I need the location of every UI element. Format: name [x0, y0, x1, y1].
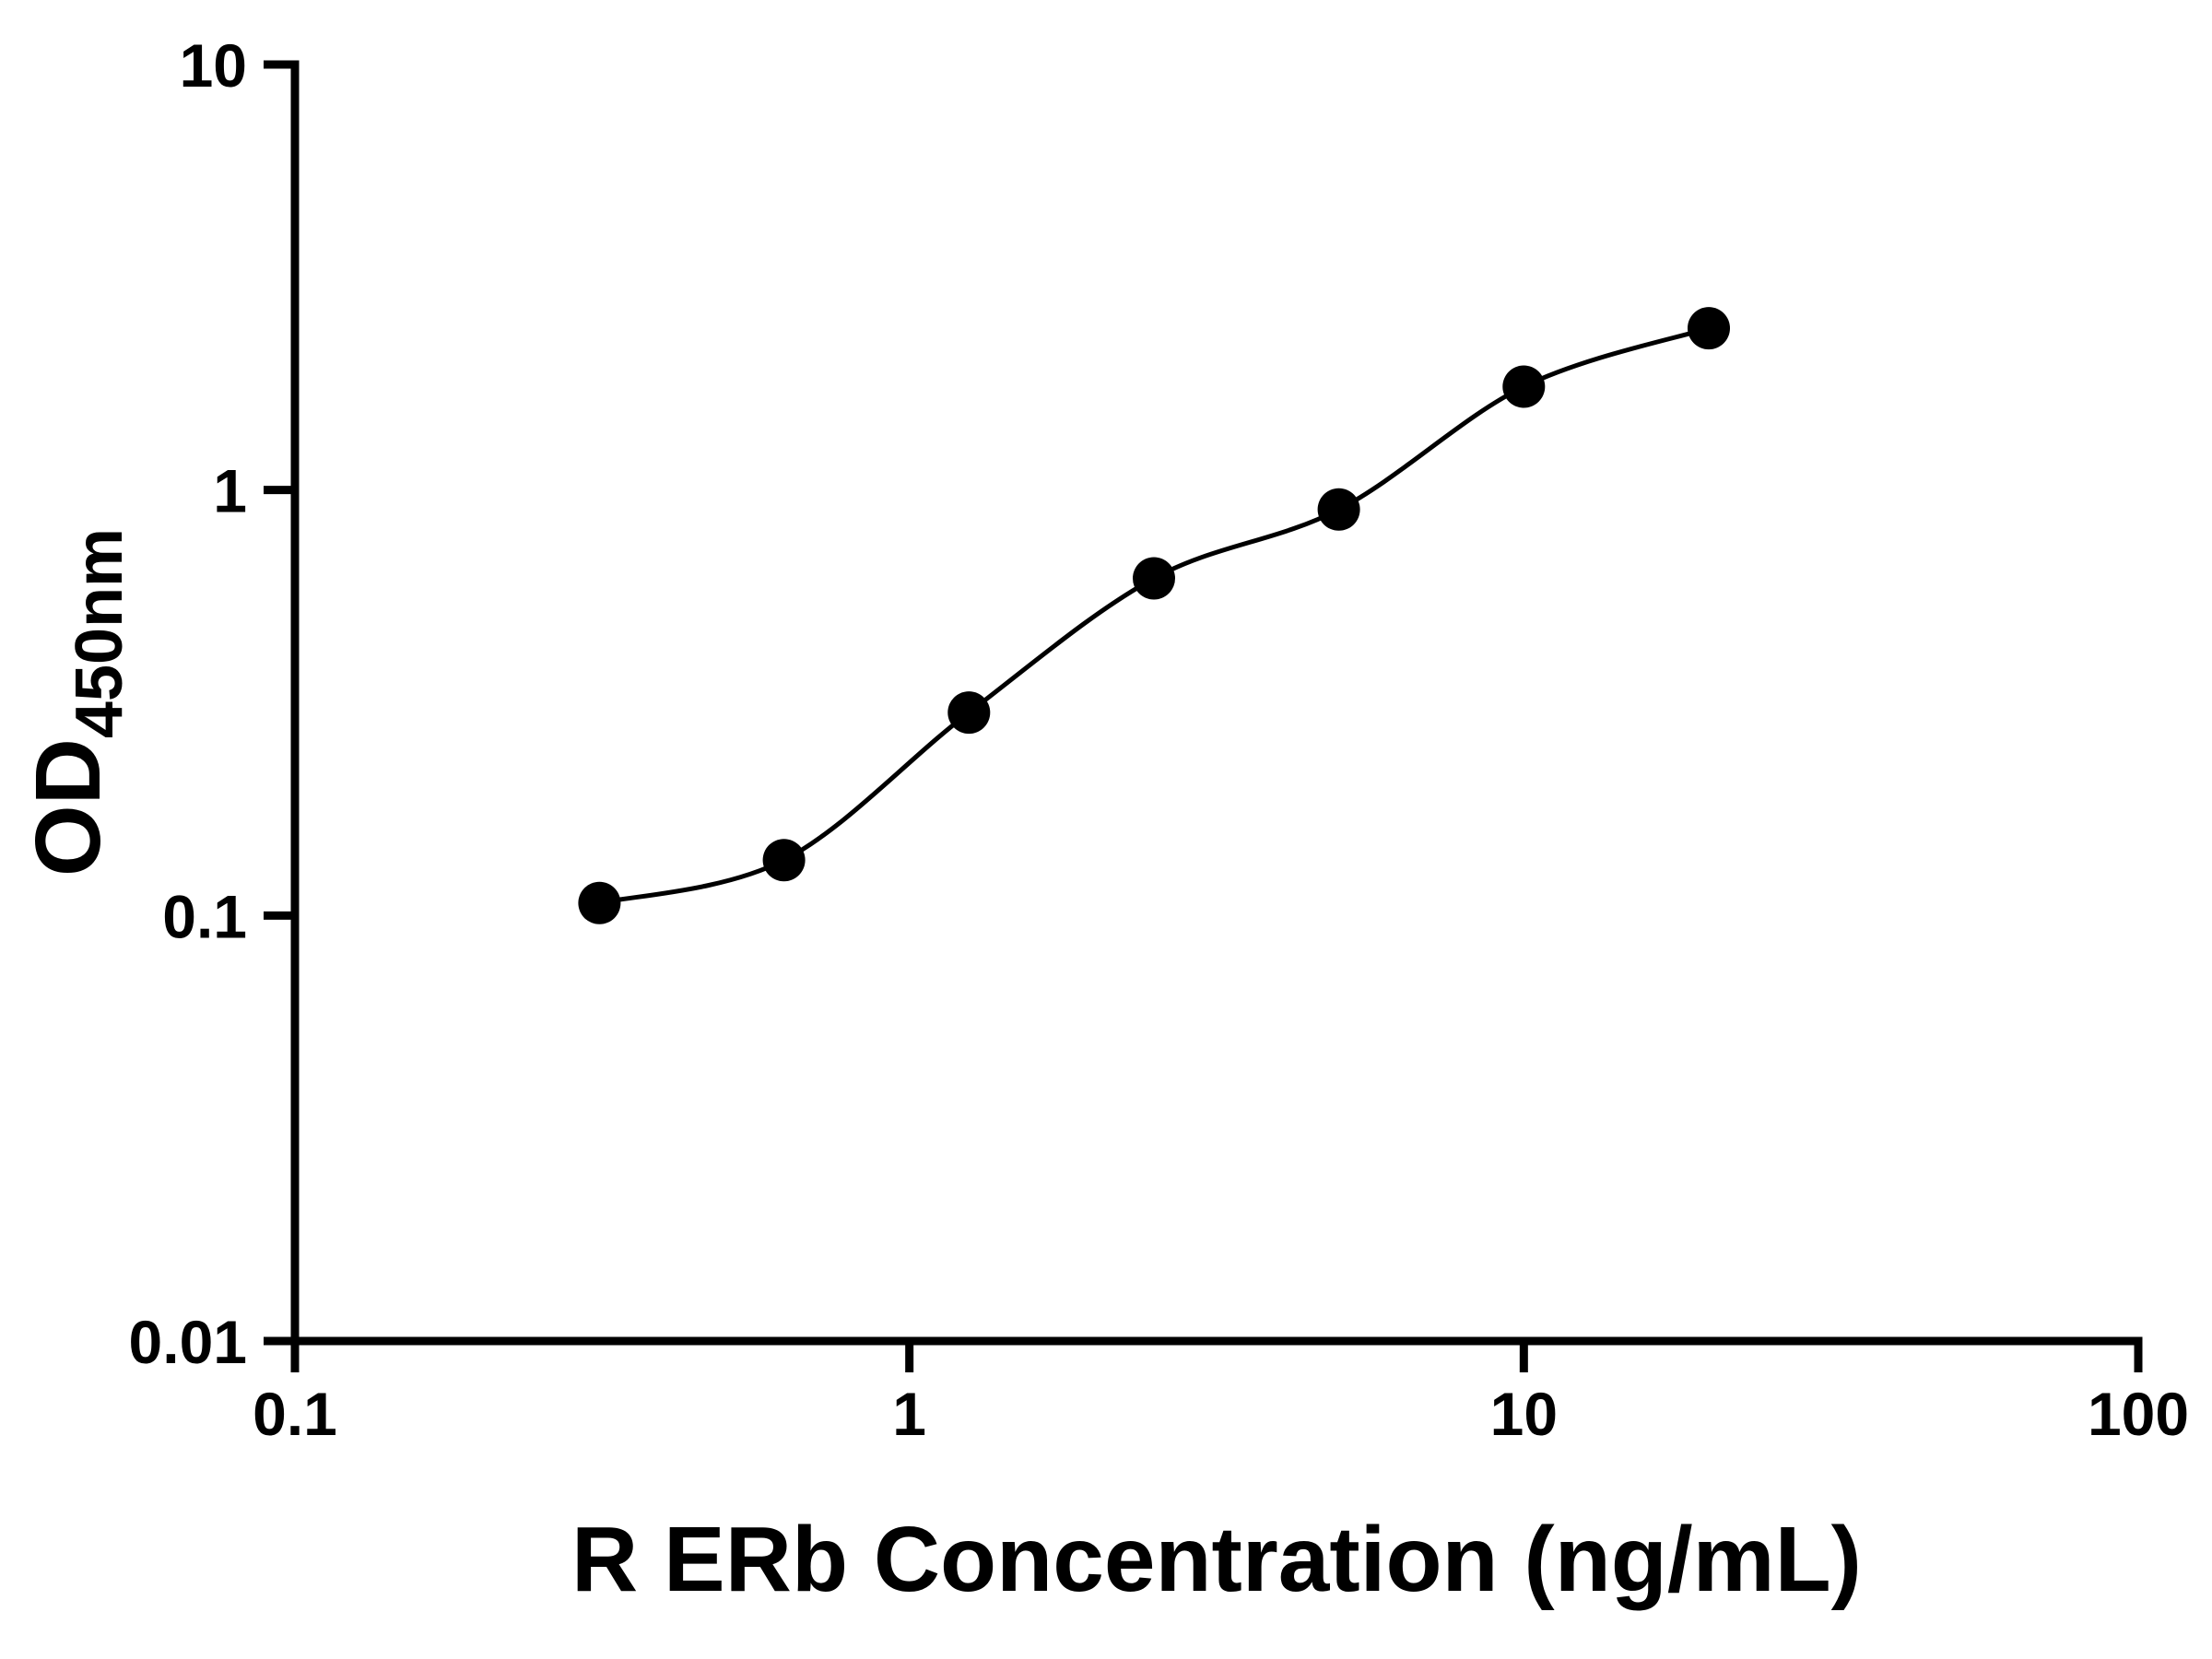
data-point	[1317, 488, 1360, 531]
y-tick-label: 10	[180, 31, 247, 100]
x-tick-label: 0.1	[253, 1380, 337, 1448]
data-point	[762, 839, 806, 882]
data-point	[578, 881, 621, 924]
x-tick-label: 1	[892, 1380, 926, 1448]
y-axis-title: OD450nm	[17, 528, 136, 877]
y-tick-label: 0.01	[129, 1308, 247, 1376]
y-axis-title-base: OD	[17, 738, 120, 877]
x-tick-label: 10	[1490, 1380, 1558, 1448]
y-tick-label: 1	[213, 457, 247, 525]
data-point	[1688, 307, 1730, 350]
data-point	[1502, 365, 1546, 408]
data-point	[947, 691, 991, 735]
x-axis-title: R ERb Concentration (ng/mL)	[571, 1508, 1862, 1611]
y-axis-title-subscript: 450nm	[63, 528, 136, 738]
y-tick-label: 0.1	[162, 882, 247, 950]
data-point	[1133, 557, 1175, 600]
x-tick-label: 100	[2088, 1380, 2189, 1448]
